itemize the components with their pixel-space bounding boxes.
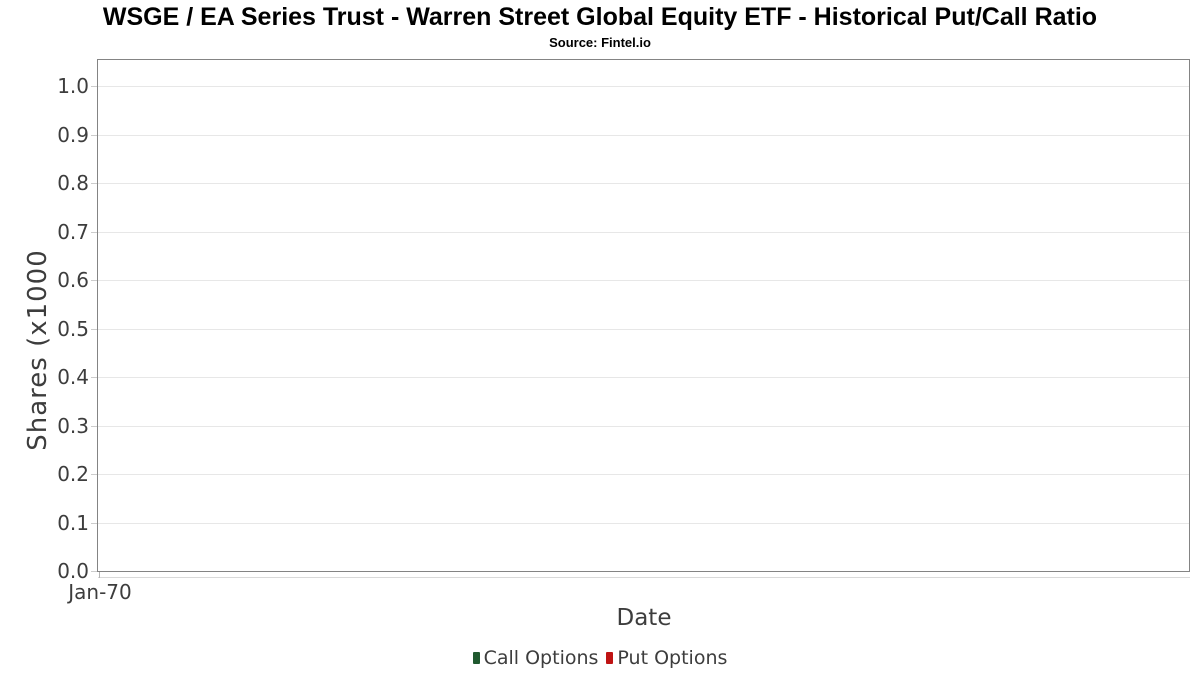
y-tick-mark bbox=[91, 134, 97, 136]
y-tick-mark bbox=[91, 571, 97, 572]
x-tick-label: Jan-70 bbox=[68, 580, 132, 604]
gridline bbox=[98, 183, 1189, 184]
gridline bbox=[98, 425, 1189, 427]
y-tick-mark bbox=[91, 474, 97, 475]
y-tick-label: 0.6 bbox=[57, 268, 89, 292]
y-tick-label: 0.0 bbox=[57, 559, 89, 583]
y-tick-label: 0.4 bbox=[57, 365, 89, 389]
x-tick-mark bbox=[99, 572, 100, 578]
legend-label: Put Options bbox=[617, 647, 728, 669]
legend-marker-icon bbox=[606, 652, 614, 664]
plot-area bbox=[97, 59, 1190, 572]
y-tick-label: 0.2 bbox=[57, 462, 89, 486]
y-tick-mark bbox=[91, 425, 97, 427]
legend: Call Options Put Options bbox=[0, 645, 1200, 671]
legend-item-call-options[interactable]: Call Options bbox=[472, 647, 599, 669]
y-tick-mark bbox=[91, 86, 97, 87]
x-axis-line bbox=[98, 577, 1190, 578]
gridline bbox=[98, 328, 1189, 330]
y-tick-label: 0.3 bbox=[57, 413, 89, 438]
chart-title: WSGE / EA Series Trust - Warren Street G… bbox=[102, 3, 1098, 31]
gridline bbox=[98, 522, 1189, 524]
gridline bbox=[98, 377, 1189, 378]
y-tick-mark bbox=[91, 280, 97, 281]
gridline bbox=[98, 134, 1189, 136]
gridline bbox=[98, 231, 1189, 233]
x-axis-label: Date bbox=[616, 605, 672, 631]
legend-label: Call Options bbox=[483, 647, 599, 669]
gridline bbox=[98, 280, 1189, 281]
gridline bbox=[98, 86, 1189, 87]
y-tick-label: 0.7 bbox=[57, 219, 89, 244]
y-tick-mark bbox=[91, 183, 97, 184]
y-tick-label: 0.8 bbox=[57, 171, 89, 195]
gridline bbox=[98, 474, 1189, 475]
y-tick-label: 0.1 bbox=[57, 510, 89, 535]
y-tick-mark bbox=[91, 328, 97, 330]
y-tick-mark bbox=[91, 231, 97, 233]
chart-subtitle: Source: Fintel.io bbox=[549, 35, 651, 50]
y-tick-label: 1.0 bbox=[57, 74, 89, 98]
y-tick-mark bbox=[91, 522, 97, 524]
y-tick-label: 0.9 bbox=[57, 122, 89, 147]
y-tick-mark bbox=[91, 377, 97, 378]
legend-item-put-options[interactable]: Put Options bbox=[606, 647, 727, 669]
legend-marker-icon bbox=[472, 652, 480, 664]
y-tick-label: 0.5 bbox=[57, 316, 89, 341]
